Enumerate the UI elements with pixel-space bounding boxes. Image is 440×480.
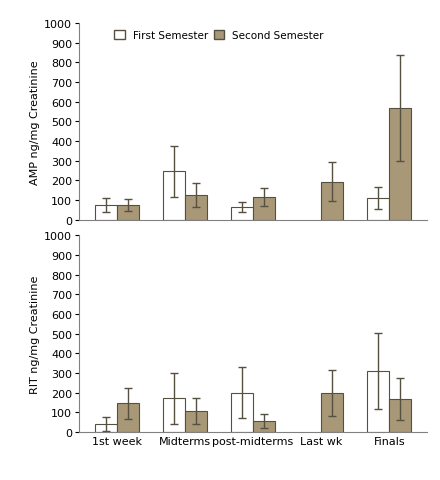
Bar xyxy=(367,371,389,432)
Bar xyxy=(321,393,343,432)
Bar xyxy=(231,207,253,220)
Bar xyxy=(95,424,117,432)
Bar xyxy=(253,198,275,220)
Legend: First Semester, Second Semester: First Semester, Second Semester xyxy=(112,29,326,43)
Bar xyxy=(367,199,389,220)
Bar xyxy=(163,172,185,220)
Bar xyxy=(231,393,253,432)
Bar xyxy=(117,404,139,432)
Bar xyxy=(95,205,117,220)
Bar xyxy=(321,182,343,220)
Bar xyxy=(117,205,139,220)
Bar xyxy=(389,399,411,432)
Bar xyxy=(253,421,275,432)
Bar xyxy=(163,399,185,432)
Bar xyxy=(185,196,207,220)
Y-axis label: AMP ng/mg Creatinine: AMP ng/mg Creatinine xyxy=(30,60,40,184)
Bar xyxy=(389,108,411,220)
Bar xyxy=(185,411,207,432)
Y-axis label: RIT ng/mg Creatinine: RIT ng/mg Creatinine xyxy=(30,275,40,393)
